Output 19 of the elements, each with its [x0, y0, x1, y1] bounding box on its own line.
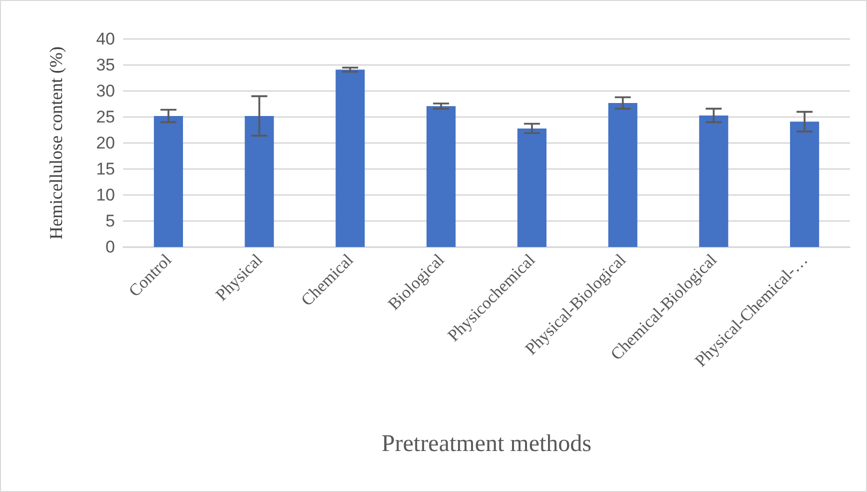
- bar: [608, 102, 638, 247]
- y-tick-label: 15: [96, 160, 115, 178]
- bar: [426, 106, 456, 247]
- bar: [154, 116, 183, 247]
- y-tick-label: 40: [96, 30, 115, 48]
- bar: [699, 115, 728, 247]
- y-tick-label: 35: [96, 56, 115, 74]
- y-tick-label: 0: [106, 238, 115, 256]
- bar: [336, 70, 365, 247]
- y-tick-label: 30: [96, 82, 115, 100]
- y-tick-label: 20: [96, 134, 115, 152]
- y-tick-label: 10: [96, 186, 115, 204]
- bar: [244, 116, 274, 247]
- y-tick-label: 5: [106, 212, 115, 230]
- bar: [517, 128, 546, 247]
- y-axis-title: Hemicellulose content (%): [46, 46, 66, 240]
- y-tick-label: 25: [96, 108, 115, 126]
- bar: [790, 122, 820, 247]
- x-axis-title: Pretreatment methods: [382, 431, 592, 457]
